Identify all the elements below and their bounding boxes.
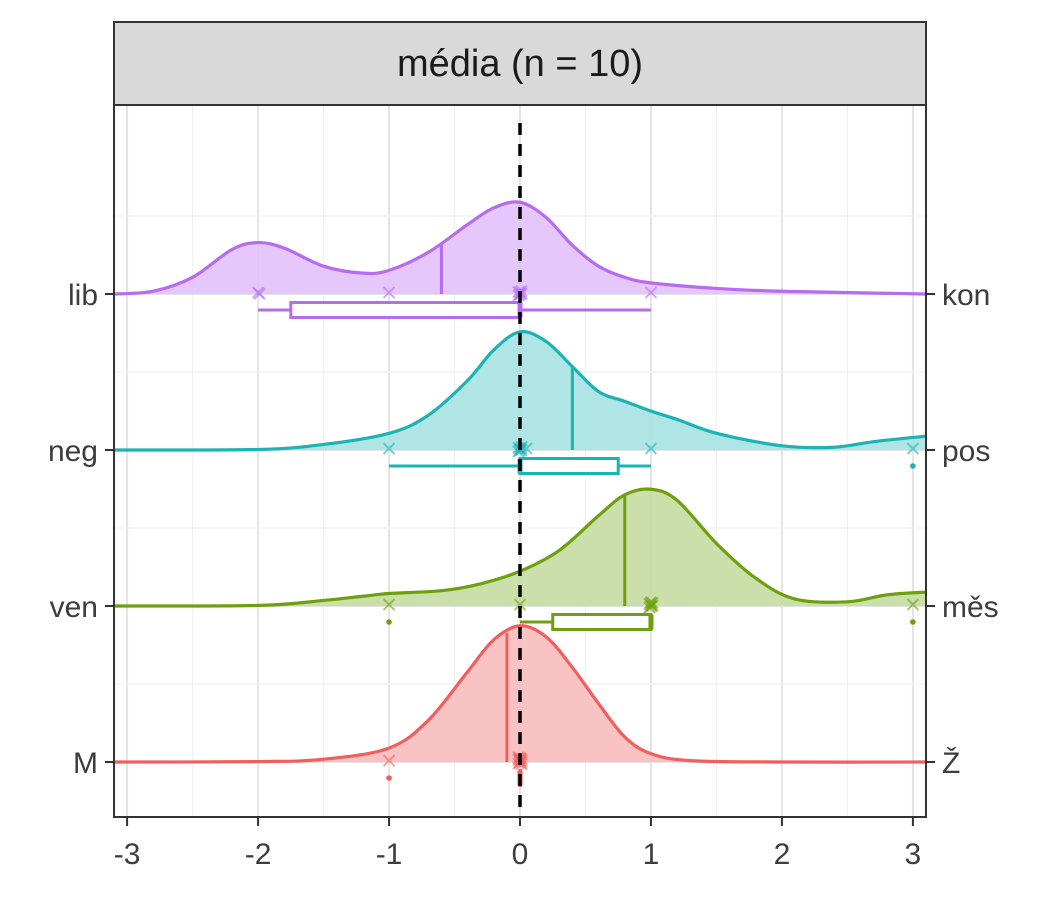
- y-label-right: Ž: [942, 747, 960, 780]
- data-point: [520, 442, 533, 455]
- y-label-left: neg: [48, 435, 98, 468]
- y-label-right: kon: [942, 279, 990, 312]
- density-curve: [113, 487, 927, 608]
- data-point: [644, 595, 658, 609]
- data-point: [253, 287, 266, 301]
- box-outlier: [910, 619, 916, 625]
- density-row: [113, 487, 927, 631]
- data-point: [644, 286, 658, 299]
- y-label-left: ven: [50, 591, 98, 624]
- facet-strip: média (n = 10): [113, 21, 927, 106]
- facet-title: média (n = 10): [397, 43, 643, 85]
- facet-strip-background: [113, 21, 927, 106]
- y-label-right: pos: [942, 435, 990, 468]
- x-tick-label: -2: [245, 838, 272, 871]
- x-tick-label: 1: [643, 838, 660, 871]
- box-iqr: [551, 613, 653, 631]
- x-tick-label: 0: [512, 838, 529, 871]
- density-curve: [113, 200, 927, 296]
- box-outlier: [386, 619, 392, 625]
- x-tick-label: -3: [114, 838, 141, 871]
- data-point: [644, 442, 658, 455]
- box-iqr: [518, 457, 620, 475]
- box-outlier: [386, 775, 392, 781]
- density-curve: [113, 624, 927, 764]
- x-axis: -3 -2 -1 0 1 2 3: [114, 817, 921, 871]
- density-curve: [113, 330, 927, 452]
- density-row: [113, 330, 927, 475]
- data-point: [382, 286, 396, 299]
- x-tick-label: -1: [376, 838, 403, 871]
- box-iqr: [289, 301, 522, 319]
- y-label-left: lib: [68, 279, 98, 312]
- data-point: [906, 442, 920, 455]
- x-tick-label: 2: [774, 838, 791, 871]
- data-point: [382, 442, 396, 455]
- x-tick-label: 3: [905, 838, 922, 871]
- density-area: [114, 489, 926, 607]
- data-point: [512, 445, 525, 458]
- data-point: [513, 598, 527, 611]
- plot-panel: [113, 104, 927, 818]
- box-outlier: [910, 463, 916, 469]
- density-area: [114, 201, 926, 294]
- data-point: [906, 598, 920, 611]
- data-point: [382, 754, 396, 767]
- y-label-right: měs: [942, 591, 999, 624]
- y-label-left: M: [73, 747, 98, 780]
- data-point: [382, 598, 396, 611]
- density-area: [114, 331, 926, 451]
